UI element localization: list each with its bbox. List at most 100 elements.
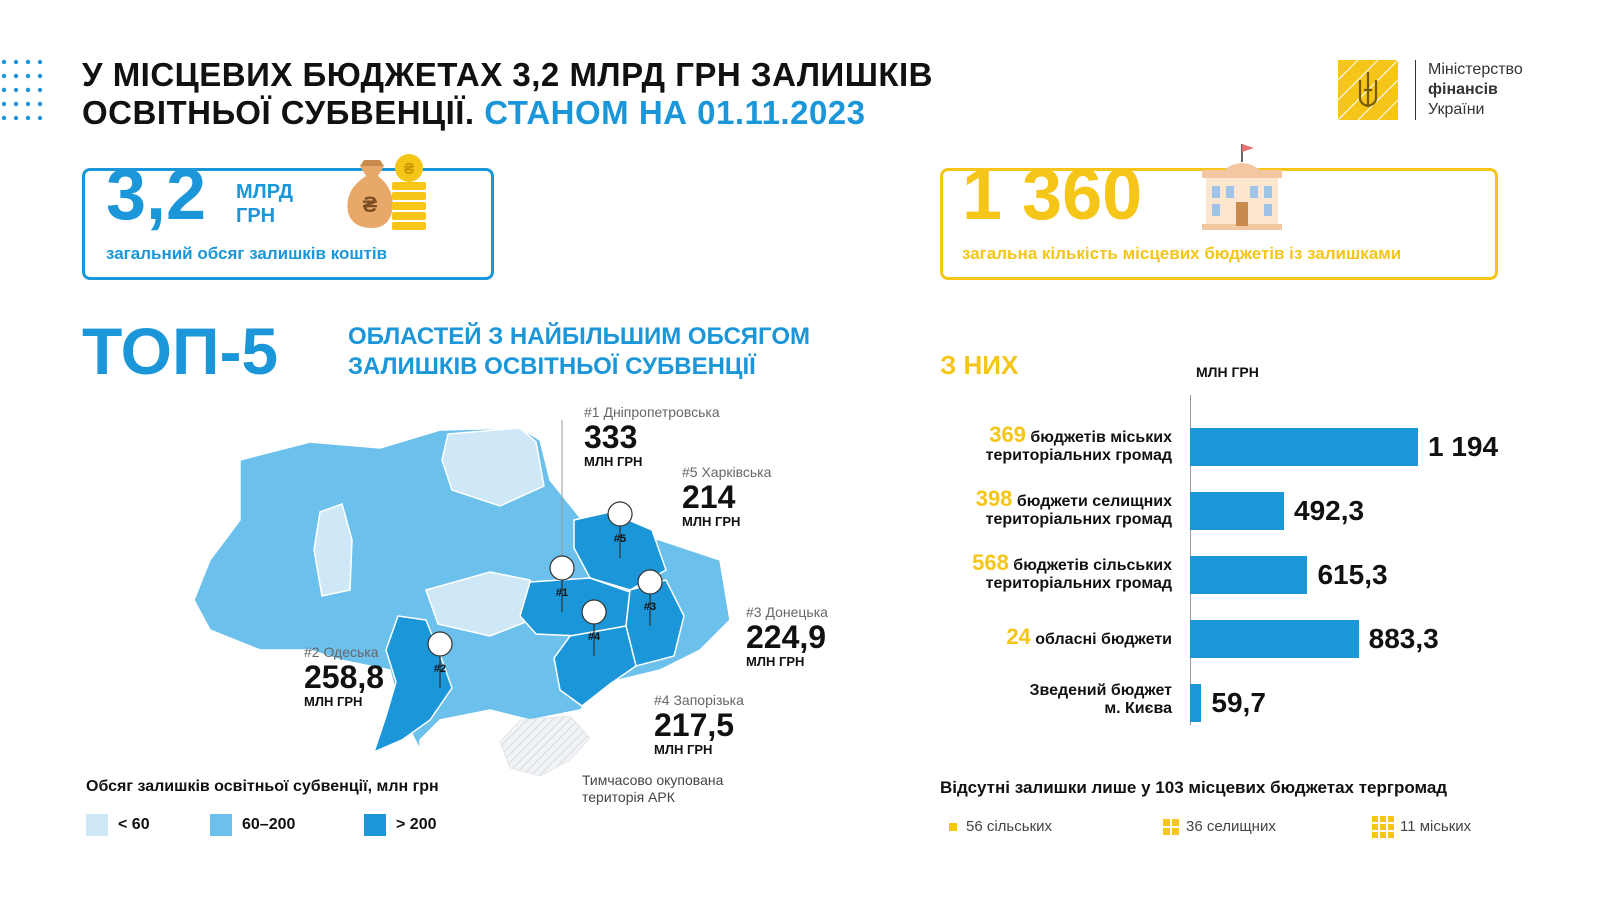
absent-city: 11 міських xyxy=(1400,818,1472,835)
logo-divider xyxy=(1415,60,1416,120)
title-line-2: ОСВІТНЬОЇ СУБВЕНЦІЇ. СТАНОМ НА 01.11.202… xyxy=(82,94,1082,132)
bar-row-label: 369 бюджетів міських територіальних грома… xyxy=(942,424,1172,465)
region-callout-3: #3 Донецька 224,9 МЛН ГРН xyxy=(746,604,828,669)
bar-row-label-line-2: територіальних громад xyxy=(985,447,1172,464)
bar-row-label-line-1: 398 бюджети селищних xyxy=(942,488,1172,511)
region-label: #5 Харківська xyxy=(682,464,772,480)
map-pin-4: #4 xyxy=(581,599,607,657)
bar-row-label-line-2: територіальних громад xyxy=(985,575,1172,592)
bar-row-count: 369 xyxy=(989,422,1026,447)
bar-row-count: 398 xyxy=(975,486,1013,511)
absent-settlement: 36 селищних xyxy=(1186,818,1276,835)
legend-label-high: > 200 xyxy=(396,816,437,833)
total-unit-line-2: ГРН xyxy=(236,205,276,227)
svg-text:#4: #4 xyxy=(588,631,601,643)
svg-text:#1: #1 xyxy=(556,587,568,599)
region-label: #2 Одеська xyxy=(304,644,379,660)
budget-count-caption: загальна кількість місцевих бюджетів із … xyxy=(962,244,1402,263)
budget-count-card xyxy=(940,168,1498,280)
region-value: 258,8 xyxy=(304,659,385,695)
bar xyxy=(1190,492,1284,530)
map-pin-3: #3 xyxy=(637,569,663,627)
bar xyxy=(1190,428,1418,466)
ministry-line-3: України xyxy=(1428,101,1485,118)
map-region-khmelnytskyi xyxy=(313,503,353,597)
title-line-2-dark: ОСВІТНЬОЇ СУБВЕНЦІЇ. xyxy=(82,94,475,131)
bar-row-label-line-1: Зведений бюджет xyxy=(942,682,1172,700)
region-unit: МЛН ГРН xyxy=(304,694,363,709)
region-label: #1 Дніпропетровська xyxy=(584,404,720,420)
crimea-note: Тимчасово окупована територія АРК xyxy=(582,772,723,806)
region-unit: МЛН ГРН xyxy=(746,654,805,669)
bar-row-label-line-2: м. Києва xyxy=(1104,700,1172,717)
top5-heading: ТОП-5 xyxy=(82,314,279,388)
svg-text:#3: #3 xyxy=(644,601,656,613)
region-unit: МЛН ГРН xyxy=(654,742,713,757)
region-callout-1: #1 Дніпропетровська 333 МЛН ГРН xyxy=(584,404,720,469)
region-value: 217,5 xyxy=(654,707,735,743)
bar-row-label: Зведений бюджет м. Києва xyxy=(942,682,1172,718)
total-amount-unit: МЛРД ГРН xyxy=(236,180,293,228)
region-callout-2: #2 Одеська 258,8 МЛН ГРН xyxy=(304,644,384,709)
bar-row-label: 24 обласні бюджети xyxy=(942,626,1172,649)
swatch-settlement-icon xyxy=(1163,819,1179,835)
bar-row-count: 568 xyxy=(972,550,1009,575)
ukraine-map: #1 #5 #3 #4 #2 xyxy=(193,420,731,777)
bar xyxy=(1190,684,1202,722)
region-value: 224,9 xyxy=(746,619,827,655)
total-amount-caption: загальний обсяг залишків коштів xyxy=(106,244,388,263)
map-pin-2: #2 xyxy=(427,631,453,689)
decorative-dots xyxy=(1,59,43,121)
legend-swatch-high xyxy=(364,814,386,836)
total-amount-card xyxy=(82,168,494,280)
region-label: #4 Запорізька xyxy=(654,692,744,708)
government-building-icon xyxy=(1202,144,1282,230)
svg-text:#5: #5 xyxy=(614,533,626,545)
absent-village: 56 сільських xyxy=(966,818,1053,835)
map-region-chernihiv xyxy=(441,427,545,507)
bar-value-label: 59,7 xyxy=(1211,687,1266,718)
absent-title: Відсутні залишки лише у 103 місцевих бюд… xyxy=(940,778,1448,797)
svg-text:₴: ₴ xyxy=(404,161,415,178)
crimea-note-line-1: Тимчасово окупована xyxy=(582,772,724,788)
region-callout-4: #4 Запорізька 217,5 МЛН ГРН xyxy=(654,692,744,757)
budget-count-value: 1 360 xyxy=(962,155,1143,235)
bar-value-label: 615,3 xyxy=(1317,559,1388,590)
ministry-line-1: Міністерство xyxy=(1428,61,1523,78)
map-pin-1: #1 xyxy=(549,555,575,613)
total-unit-line-1: МЛРД xyxy=(236,181,294,203)
crimea-note-line-2: територія АРК xyxy=(582,789,675,805)
top5-sub-line-2: ЗАЛИШКІВ ОСВІТНЬОЇ СУБВЕНЦІЇ xyxy=(348,353,756,380)
map-pin-5: #5 xyxy=(607,501,633,559)
bar-row-count: 24 xyxy=(1006,624,1031,649)
bar-value-label: 883,3 xyxy=(1368,623,1439,654)
trident-emblem-icon xyxy=(1338,60,1398,120)
bar-value-label: 1 194 xyxy=(1428,431,1499,462)
map-region-crimea xyxy=(499,715,591,777)
map-region-dnipro xyxy=(519,577,631,637)
ministry-line-2: фінансів xyxy=(1428,81,1498,98)
bar-row-label-line-2: територіальних громад xyxy=(985,511,1172,528)
title-date: СТАНОМ НА 01.11.2023 xyxy=(484,94,866,131)
swatch-village-icon xyxy=(949,823,957,831)
money-bag-icon: ₴ ₴ xyxy=(347,154,426,230)
page-title: У МІСЦЕВИХ БЮДЖЕТАХ 3,2 МЛРД ГРН ЗАЛИШКІ… xyxy=(82,56,1082,132)
svg-text:#2: #2 xyxy=(434,663,446,675)
title-line-1: У МІСЦЕВИХ БЮДЖЕТАХ 3,2 МЛРД ГРН ЗАЛИШКІ… xyxy=(82,56,933,93)
bar-row-text: бюджетів міських xyxy=(1025,429,1172,446)
region-callout-5: #5 Харківська 214 МЛН ГРН xyxy=(682,464,771,529)
bar-row-label-line-1: 24 обласні бюджети xyxy=(942,626,1172,649)
top5-subheading: ОБЛАСТЕЙ З НАЙБІЛЬШИМ ОБСЯГОМ ЗАЛИШКІВ О… xyxy=(348,322,810,382)
region-value: 333 xyxy=(584,419,638,455)
bar-row-label: 398 бюджети селищних територіальних грома… xyxy=(942,488,1172,529)
top5-sub-line-1: ОБЛАСТЕЙ З НАЙБІЛЬШИМ ОБСЯГОМ xyxy=(348,323,810,350)
legend-label-mid: 60–200 xyxy=(242,816,296,833)
bar-row-text: Зведений бюджет xyxy=(1029,682,1172,699)
map-legend-title: Обсяг залишків освітньої субвенції, млн … xyxy=(86,778,439,795)
region-value: 214 xyxy=(682,479,736,515)
bar-row-text: бюджети селищних xyxy=(1012,493,1172,510)
bar-row-label: 568 бюджетів сільських територіальних гро… xyxy=(942,552,1172,593)
region-label: #3 Донецька xyxy=(746,604,828,620)
bar-row-text: обласні бюджети xyxy=(1030,631,1172,648)
map-region-zaporizhzhia xyxy=(553,625,637,707)
